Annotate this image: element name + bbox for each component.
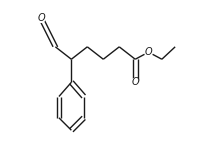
Circle shape (37, 14, 45, 22)
Circle shape (145, 48, 152, 56)
Text: O: O (131, 77, 139, 87)
Text: O: O (37, 13, 45, 23)
Text: O: O (145, 47, 152, 57)
Circle shape (131, 78, 139, 86)
